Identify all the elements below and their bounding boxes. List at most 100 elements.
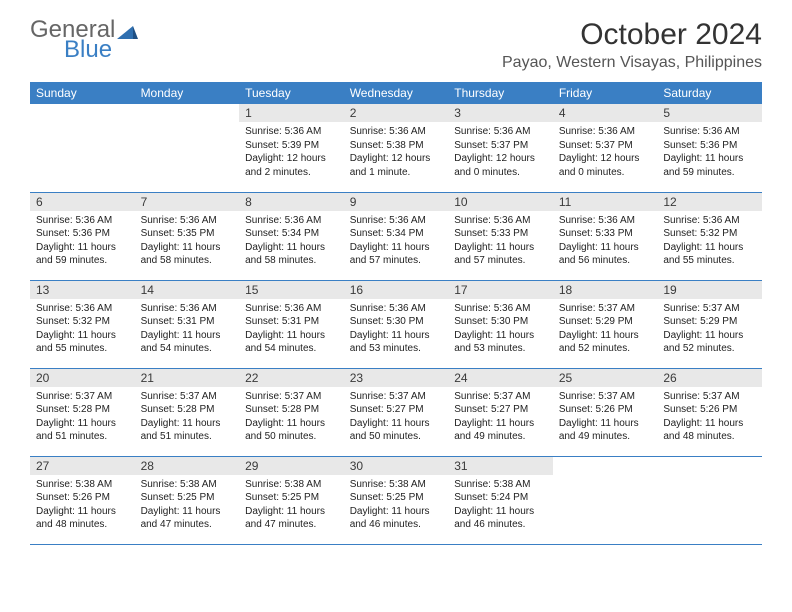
- sunset-line: Sunset: 5:27 PM: [454, 403, 547, 417]
- day-of-week-header: Sunday: [30, 82, 135, 104]
- sunrise-line: Sunrise: 5:36 AM: [245, 214, 338, 228]
- day-number: 7: [135, 193, 240, 211]
- calendar-day-cell: 8Sunrise: 5:36 AMSunset: 5:34 PMDaylight…: [239, 192, 344, 280]
- calendar-day-cell: 9Sunrise: 5:36 AMSunset: 5:34 PMDaylight…: [344, 192, 449, 280]
- sunrise-line: Sunrise: 5:36 AM: [245, 302, 338, 316]
- day-number: 15: [239, 281, 344, 299]
- day-number: 17: [448, 281, 553, 299]
- daylight-line: Daylight: 11 hours and 59 minutes.: [36, 241, 129, 268]
- day-detail: Sunrise: 5:36 AMSunset: 5:39 PMDaylight:…: [239, 122, 344, 185]
- sunrise-line: Sunrise: 5:37 AM: [36, 390, 129, 404]
- day-number: 16: [344, 281, 449, 299]
- day-detail: Sunrise: 5:36 AMSunset: 5:37 PMDaylight:…: [553, 122, 658, 185]
- sunset-line: Sunset: 5:37 PM: [559, 139, 652, 153]
- day-detail: Sunrise: 5:37 AMSunset: 5:27 PMDaylight:…: [344, 387, 449, 450]
- sunset-line: Sunset: 5:29 PM: [559, 315, 652, 329]
- daylight-line: Daylight: 11 hours and 47 minutes.: [141, 505, 234, 532]
- sunrise-line: Sunrise: 5:37 AM: [454, 390, 547, 404]
- calendar-day-cell: [657, 456, 762, 544]
- sunset-line: Sunset: 5:26 PM: [559, 403, 652, 417]
- calendar-day-cell: 12Sunrise: 5:36 AMSunset: 5:32 PMDayligh…: [657, 192, 762, 280]
- logo: GeneralBlue: [30, 18, 139, 62]
- sunset-line: Sunset: 5:28 PM: [141, 403, 234, 417]
- calendar-day-cell: 14Sunrise: 5:36 AMSunset: 5:31 PMDayligh…: [135, 280, 240, 368]
- calendar-day-cell: 6Sunrise: 5:36 AMSunset: 5:36 PMDaylight…: [30, 192, 135, 280]
- sunrise-line: Sunrise: 5:36 AM: [350, 125, 443, 139]
- calendar-day-cell: 31Sunrise: 5:38 AMSunset: 5:24 PMDayligh…: [448, 456, 553, 544]
- day-number: 23: [344, 369, 449, 387]
- daylight-line: Daylight: 11 hours and 54 minutes.: [141, 329, 234, 356]
- sunset-line: Sunset: 5:34 PM: [350, 227, 443, 241]
- day-detail: Sunrise: 5:37 AMSunset: 5:29 PMDaylight:…: [657, 299, 762, 362]
- calendar-day-cell: 2Sunrise: 5:36 AMSunset: 5:38 PMDaylight…: [344, 104, 449, 192]
- sunset-line: Sunset: 5:28 PM: [245, 403, 338, 417]
- calendar-day-cell: 19Sunrise: 5:37 AMSunset: 5:29 PMDayligh…: [657, 280, 762, 368]
- calendar-week-row: 27Sunrise: 5:38 AMSunset: 5:26 PMDayligh…: [30, 456, 762, 544]
- day-detail: Sunrise: 5:36 AMSunset: 5:34 PMDaylight:…: [344, 211, 449, 274]
- day-detail: Sunrise: 5:38 AMSunset: 5:25 PMDaylight:…: [135, 475, 240, 538]
- sunrise-line: Sunrise: 5:36 AM: [141, 302, 234, 316]
- calendar-day-cell: 4Sunrise: 5:36 AMSunset: 5:37 PMDaylight…: [553, 104, 658, 192]
- daylight-line: Daylight: 11 hours and 57 minutes.: [350, 241, 443, 268]
- daylight-line: Daylight: 11 hours and 51 minutes.: [36, 417, 129, 444]
- sunrise-line: Sunrise: 5:38 AM: [350, 478, 443, 492]
- daylight-line: Daylight: 11 hours and 51 minutes.: [141, 417, 234, 444]
- daylight-line: Daylight: 11 hours and 53 minutes.: [350, 329, 443, 356]
- sunrise-line: Sunrise: 5:38 AM: [454, 478, 547, 492]
- daylight-line: Daylight: 11 hours and 58 minutes.: [245, 241, 338, 268]
- daylight-line: Daylight: 11 hours and 55 minutes.: [36, 329, 129, 356]
- day-number: 9: [344, 193, 449, 211]
- sunset-line: Sunset: 5:33 PM: [454, 227, 547, 241]
- day-number: 24: [448, 369, 553, 387]
- sunset-line: Sunset: 5:37 PM: [454, 139, 547, 153]
- day-detail: Sunrise: 5:38 AMSunset: 5:25 PMDaylight:…: [344, 475, 449, 538]
- daylight-line: Daylight: 11 hours and 49 minutes.: [559, 417, 652, 444]
- day-number: 3: [448, 104, 553, 122]
- sunrise-line: Sunrise: 5:36 AM: [350, 302, 443, 316]
- sunrise-line: Sunrise: 5:37 AM: [663, 390, 756, 404]
- day-detail: Sunrise: 5:36 AMSunset: 5:31 PMDaylight:…: [239, 299, 344, 362]
- sunset-line: Sunset: 5:26 PM: [663, 403, 756, 417]
- day-detail: Sunrise: 5:36 AMSunset: 5:35 PMDaylight:…: [135, 211, 240, 274]
- day-detail: Sunrise: 5:38 AMSunset: 5:26 PMDaylight:…: [30, 475, 135, 538]
- calendar-day-cell: 15Sunrise: 5:36 AMSunset: 5:31 PMDayligh…: [239, 280, 344, 368]
- calendar-day-cell: 3Sunrise: 5:36 AMSunset: 5:37 PMDaylight…: [448, 104, 553, 192]
- day-number: 22: [239, 369, 344, 387]
- daylight-line: Daylight: 11 hours and 52 minutes.: [559, 329, 652, 356]
- calendar-day-cell: 26Sunrise: 5:37 AMSunset: 5:26 PMDayligh…: [657, 368, 762, 456]
- sunset-line: Sunset: 5:36 PM: [36, 227, 129, 241]
- day-number: 4: [553, 104, 658, 122]
- calendar-day-cell: 1Sunrise: 5:36 AMSunset: 5:39 PMDaylight…: [239, 104, 344, 192]
- calendar-day-cell: 29Sunrise: 5:38 AMSunset: 5:25 PMDayligh…: [239, 456, 344, 544]
- sunset-line: Sunset: 5:32 PM: [663, 227, 756, 241]
- sunset-line: Sunset: 5:36 PM: [663, 139, 756, 153]
- day-of-week-header: Friday: [553, 82, 658, 104]
- sunset-line: Sunset: 5:24 PM: [454, 491, 547, 505]
- day-number: 1: [239, 104, 344, 122]
- calendar-day-cell: 13Sunrise: 5:36 AMSunset: 5:32 PMDayligh…: [30, 280, 135, 368]
- sunrise-line: Sunrise: 5:37 AM: [350, 390, 443, 404]
- sunrise-line: Sunrise: 5:38 AM: [141, 478, 234, 492]
- sunset-line: Sunset: 5:25 PM: [141, 491, 234, 505]
- sunrise-line: Sunrise: 5:36 AM: [663, 125, 756, 139]
- day-number: 20: [30, 369, 135, 387]
- calendar-day-cell: 23Sunrise: 5:37 AMSunset: 5:27 PMDayligh…: [344, 368, 449, 456]
- day-number: 13: [30, 281, 135, 299]
- sunrise-line: Sunrise: 5:37 AM: [663, 302, 756, 316]
- sunset-line: Sunset: 5:25 PM: [350, 491, 443, 505]
- sunset-line: Sunset: 5:33 PM: [559, 227, 652, 241]
- day-detail: Sunrise: 5:38 AMSunset: 5:25 PMDaylight:…: [239, 475, 344, 538]
- day-number: 31: [448, 457, 553, 475]
- day-detail: Sunrise: 5:37 AMSunset: 5:26 PMDaylight:…: [553, 387, 658, 450]
- calendar-day-cell: 21Sunrise: 5:37 AMSunset: 5:28 PMDayligh…: [135, 368, 240, 456]
- day-number: 27: [30, 457, 135, 475]
- calendar-day-cell: 10Sunrise: 5:36 AMSunset: 5:33 PMDayligh…: [448, 192, 553, 280]
- daylight-line: Daylight: 12 hours and 0 minutes.: [559, 152, 652, 179]
- sunrise-line: Sunrise: 5:37 AM: [559, 302, 652, 316]
- day-detail: Sunrise: 5:36 AMSunset: 5:32 PMDaylight:…: [30, 299, 135, 362]
- daylight-line: Daylight: 11 hours and 59 minutes.: [663, 152, 756, 179]
- daylight-line: Daylight: 11 hours and 57 minutes.: [454, 241, 547, 268]
- sunrise-line: Sunrise: 5:38 AM: [245, 478, 338, 492]
- day-detail: Sunrise: 5:36 AMSunset: 5:31 PMDaylight:…: [135, 299, 240, 362]
- day-of-week-header: Thursday: [448, 82, 553, 104]
